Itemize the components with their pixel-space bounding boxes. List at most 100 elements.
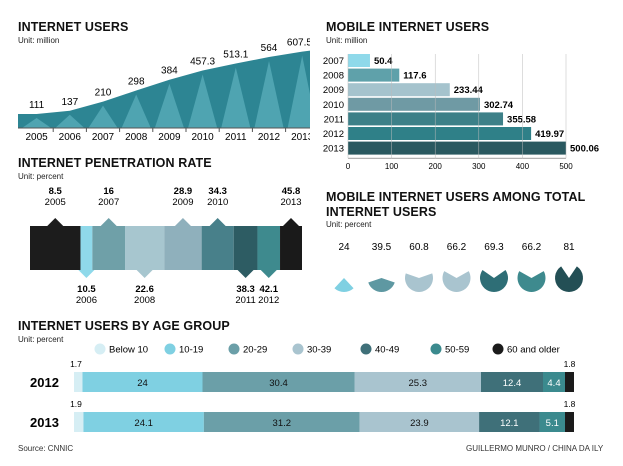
data-label: 1.8 [564, 359, 576, 369]
data-label: 513.1 [223, 49, 248, 60]
data-label: 1.8 [564, 399, 576, 409]
category-label: 2009 [323, 85, 344, 96]
x-tick-label: 2010 [191, 132, 214, 143]
internet-users-unit: Unit: million [18, 36, 60, 45]
rate-pointer [283, 218, 300, 226]
x-tick-label: 2009 [158, 132, 181, 143]
data-label: 81 [563, 242, 575, 253]
rate-pointer [100, 218, 117, 226]
rate-segment [92, 226, 126, 270]
data-label: 45.8 [282, 186, 301, 197]
rate-segment [30, 226, 81, 270]
stack-segment [359, 412, 480, 432]
area-spike [22, 118, 52, 128]
rate-pointer [47, 218, 64, 226]
data-label: 419.97 [535, 129, 564, 140]
bar [348, 97, 480, 111]
year-label: 2010 [207, 197, 228, 208]
data-label: 31.2 [273, 418, 292, 429]
data-label: 34.3 [208, 186, 227, 197]
data-label: 12.1 [500, 418, 519, 429]
rate-segment [257, 226, 281, 270]
area-spike [121, 94, 151, 128]
credit-note: GUILLERMO MUNRO / CHINA DA ILY [466, 444, 604, 453]
pie-wedge [405, 273, 433, 292]
legend-label: 50-59 [445, 345, 469, 356]
data-label: 25.3 [409, 378, 428, 389]
stack-segment [82, 372, 203, 392]
row-label: 2012 [30, 375, 59, 390]
year-label: 2007 [98, 197, 119, 208]
bar [348, 83, 450, 97]
bar [348, 54, 370, 67]
pie-wedge [442, 271, 471, 292]
data-label: 30.4 [269, 378, 288, 389]
data-label: 111 [29, 100, 45, 111]
year-label: 2009 [172, 197, 193, 208]
pie-wedge [334, 278, 354, 292]
pie-wedge [555, 266, 583, 292]
area-spike [88, 105, 118, 128]
legend-swatch [228, 343, 240, 355]
legend-swatch [360, 343, 372, 355]
data-label: 1.7 [70, 359, 82, 369]
stack-segment [83, 412, 204, 432]
data-label: 298 [128, 77, 145, 88]
pie-wedge [368, 278, 395, 292]
row-label: 2013 [30, 415, 59, 430]
rate-segment [280, 226, 302, 270]
data-label: 607.58 [287, 38, 310, 49]
x-tick-label: 2005 [25, 132, 48, 143]
x-tick-label: 2011 [225, 132, 247, 143]
bar [348, 68, 400, 82]
year-label: 2011 [235, 295, 255, 306]
legend-swatch [492, 343, 504, 355]
mobile-users-unit: Unit: million [326, 36, 368, 45]
rate-pointer [209, 218, 226, 226]
mobile-users-chart: 2007 50.4 2008 117.6 2009 233.44 2010 302.74 201… [323, 54, 599, 171]
legend-label: 10-19 [179, 345, 203, 356]
data-label: 22.6 [135, 284, 154, 295]
category-label: 2010 [323, 100, 344, 111]
rate-segment [80, 226, 93, 270]
legend-swatch [292, 343, 304, 355]
data-label: 500.06 [570, 144, 599, 155]
stack-segment [479, 412, 540, 432]
source-note: Source: CNNIC [18, 444, 74, 453]
area-spike [221, 67, 251, 128]
legend-label: 30-39 [307, 345, 331, 356]
data-label: 24.1 [134, 418, 153, 429]
stack-segment [565, 412, 574, 432]
mobile-share-chart: 24 39.5 60.8 66.2 69.3 66.2 81 [334, 242, 583, 292]
data-label: 457.3 [190, 56, 215, 67]
rate-pointer [136, 270, 153, 278]
age-group-chart: Below 10 10-19 20-29 30-39 40-49 50-59 60 and … [30, 343, 576, 432]
year-label: 2008 [134, 295, 155, 306]
data-label: 117.6 [403, 71, 426, 82]
year-label: 2013 [280, 197, 301, 208]
area-spike [254, 61, 284, 128]
data-label: 16 [103, 186, 114, 197]
data-label: 66.2 [447, 242, 467, 253]
data-label: 24 [137, 378, 148, 389]
data-label: 12.4 [503, 378, 522, 389]
stack-segment [481, 372, 543, 392]
legend-label: 20-29 [243, 345, 267, 356]
data-label: 10.5 [77, 284, 96, 295]
age-group-title: INTERNET USERS BY AGE GROUP [18, 319, 230, 333]
area-spike [287, 55, 310, 128]
stack-segment [539, 412, 566, 432]
rate-pointer [237, 270, 254, 278]
data-label: 60.8 [409, 242, 429, 253]
data-label: 69.3 [484, 242, 504, 253]
x-tick-label: 2012 [258, 132, 281, 143]
data-label: 42.1 [259, 284, 278, 295]
x-tick-label: 100 [385, 162, 399, 171]
stack-segment [74, 372, 83, 392]
rate-segment [233, 226, 258, 270]
year-label: 2006 [76, 295, 97, 306]
pie-wedge [480, 270, 508, 292]
stack-segment [565, 372, 574, 392]
data-label: 66.2 [522, 242, 542, 253]
x-tick-label: 2013 [291, 132, 310, 143]
